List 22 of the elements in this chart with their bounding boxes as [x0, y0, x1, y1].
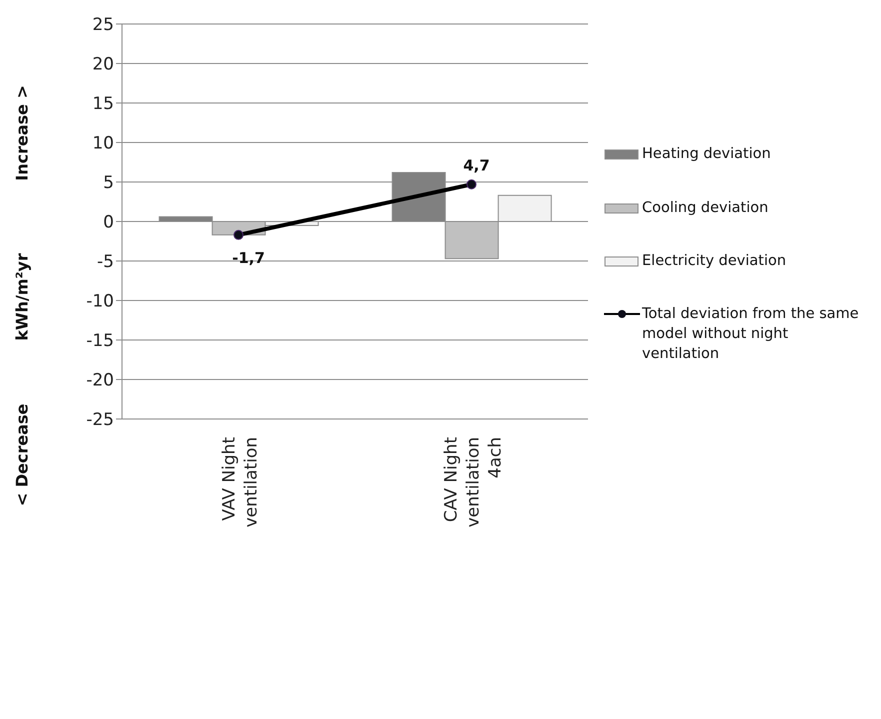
x-tick-label: CAV Night ventilation 4ach — [442, 436, 506, 528]
y-tick-label: 15 — [92, 94, 114, 114]
y-tick-label: -25 — [86, 410, 114, 430]
y-tick-label: 10 — [92, 134, 114, 154]
y-tick-label: -20 — [86, 370, 114, 391]
y-tick-label: 20 — [92, 54, 114, 75]
text: < Decrease — [12, 403, 32, 506]
y-tick-label: -5 — [97, 252, 114, 272]
legend-label: Electricity deviation — [642, 252, 788, 271]
data-label: 4,7 — [463, 156, 490, 174]
y-tick-label: 5 — [103, 173, 114, 194]
x-tick-label: VAV Night ventilation — [220, 436, 262, 528]
y-tick-label: -15 — [86, 331, 114, 352]
legend-label: Total deviation from the same model without night ventilation — [642, 305, 860, 364]
text: Increase > — [12, 85, 32, 181]
legend-label: Heating deviation — [642, 145, 772, 164]
y-tick-label: 0 — [103, 212, 114, 233]
y-tick-label: 25 — [92, 15, 114, 36]
y-tick-label: -10 — [86, 292, 114, 312]
y-axis-title: kWh/m²yr — [12, 252, 32, 340]
data-label: -1,7 — [232, 248, 265, 267]
legend-label: Cooling deviation — [642, 199, 770, 218]
